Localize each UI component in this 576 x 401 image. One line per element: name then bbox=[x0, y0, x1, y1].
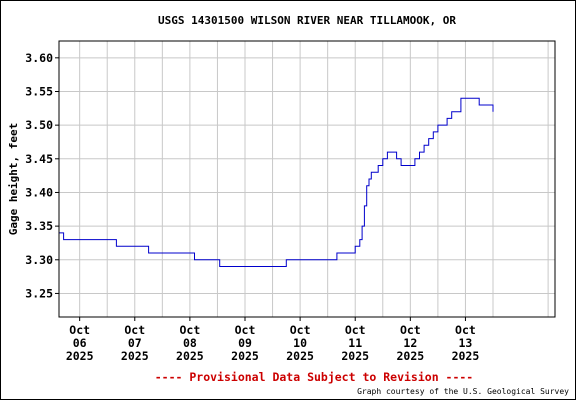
x-tick-label: 08 bbox=[183, 336, 197, 350]
x-tick-label: Oct bbox=[290, 323, 311, 337]
x-tick-label: 2025 bbox=[396, 349, 424, 363]
x-tick-label: 2025 bbox=[121, 349, 149, 363]
y-tick-label: 3.45 bbox=[25, 152, 53, 166]
x-tick-label: Oct bbox=[124, 323, 145, 337]
x-tick-label: 2025 bbox=[341, 349, 369, 363]
series-group bbox=[59, 97, 494, 267]
y-tick-label: 3.40 bbox=[25, 185, 53, 199]
x-tick-label: Oct bbox=[345, 323, 366, 337]
x-tick-label: 2025 bbox=[286, 349, 314, 363]
x-tick-label: Oct bbox=[455, 323, 476, 337]
x-tick-label: Oct bbox=[400, 323, 421, 337]
y-tick-label: 3.30 bbox=[25, 253, 53, 267]
x-tick-label: 2025 bbox=[231, 349, 259, 363]
x-tick-label: 06 bbox=[73, 336, 87, 350]
usgs-credit: Graph courtesy of the U.S. Geological Su… bbox=[357, 387, 569, 396]
plot-area bbox=[58, 40, 556, 318]
x-tick-label: 2025 bbox=[66, 349, 94, 363]
y-tick-label: 3.60 bbox=[25, 51, 53, 65]
x-axis-ticks: Oct062025Oct072025Oct082025Oct092025Oct1… bbox=[66, 317, 480, 363]
x-tick-label: 2025 bbox=[176, 349, 204, 363]
x-tick-label: Oct bbox=[235, 323, 256, 337]
y-tick-label: 3.35 bbox=[25, 219, 53, 233]
x-tick-label: 10 bbox=[293, 336, 307, 350]
y-tick-label: 3.50 bbox=[25, 118, 53, 132]
x-tick-label: 12 bbox=[403, 336, 417, 350]
y-axis-ticks: 3.25 3.30 3.35 3.40 3.45 3.50 3.55 3.60 bbox=[25, 51, 59, 300]
x-tick-label: Oct bbox=[179, 323, 200, 337]
grid-lines bbox=[59, 41, 555, 317]
provisional-notice: ---- Provisional Data Subject to Revisio… bbox=[155, 370, 474, 384]
chart-title: USGS 14301500 WILSON RIVER NEAR TILLAMOO… bbox=[158, 14, 456, 27]
x-tick-label: 07 bbox=[128, 336, 142, 350]
x-tick-label: Oct bbox=[69, 323, 90, 337]
x-tick-label: 09 bbox=[238, 336, 252, 350]
y-tick-label: 3.25 bbox=[25, 286, 53, 300]
y-axis-label: Gage height, feet bbox=[7, 123, 20, 236]
x-tick-label: 11 bbox=[348, 336, 362, 350]
gage-height-series-line bbox=[59, 97, 494, 267]
x-tick-label: 2025 bbox=[452, 349, 480, 363]
x-tick-label: 13 bbox=[459, 336, 473, 350]
y-tick-label: 3.55 bbox=[25, 84, 53, 98]
